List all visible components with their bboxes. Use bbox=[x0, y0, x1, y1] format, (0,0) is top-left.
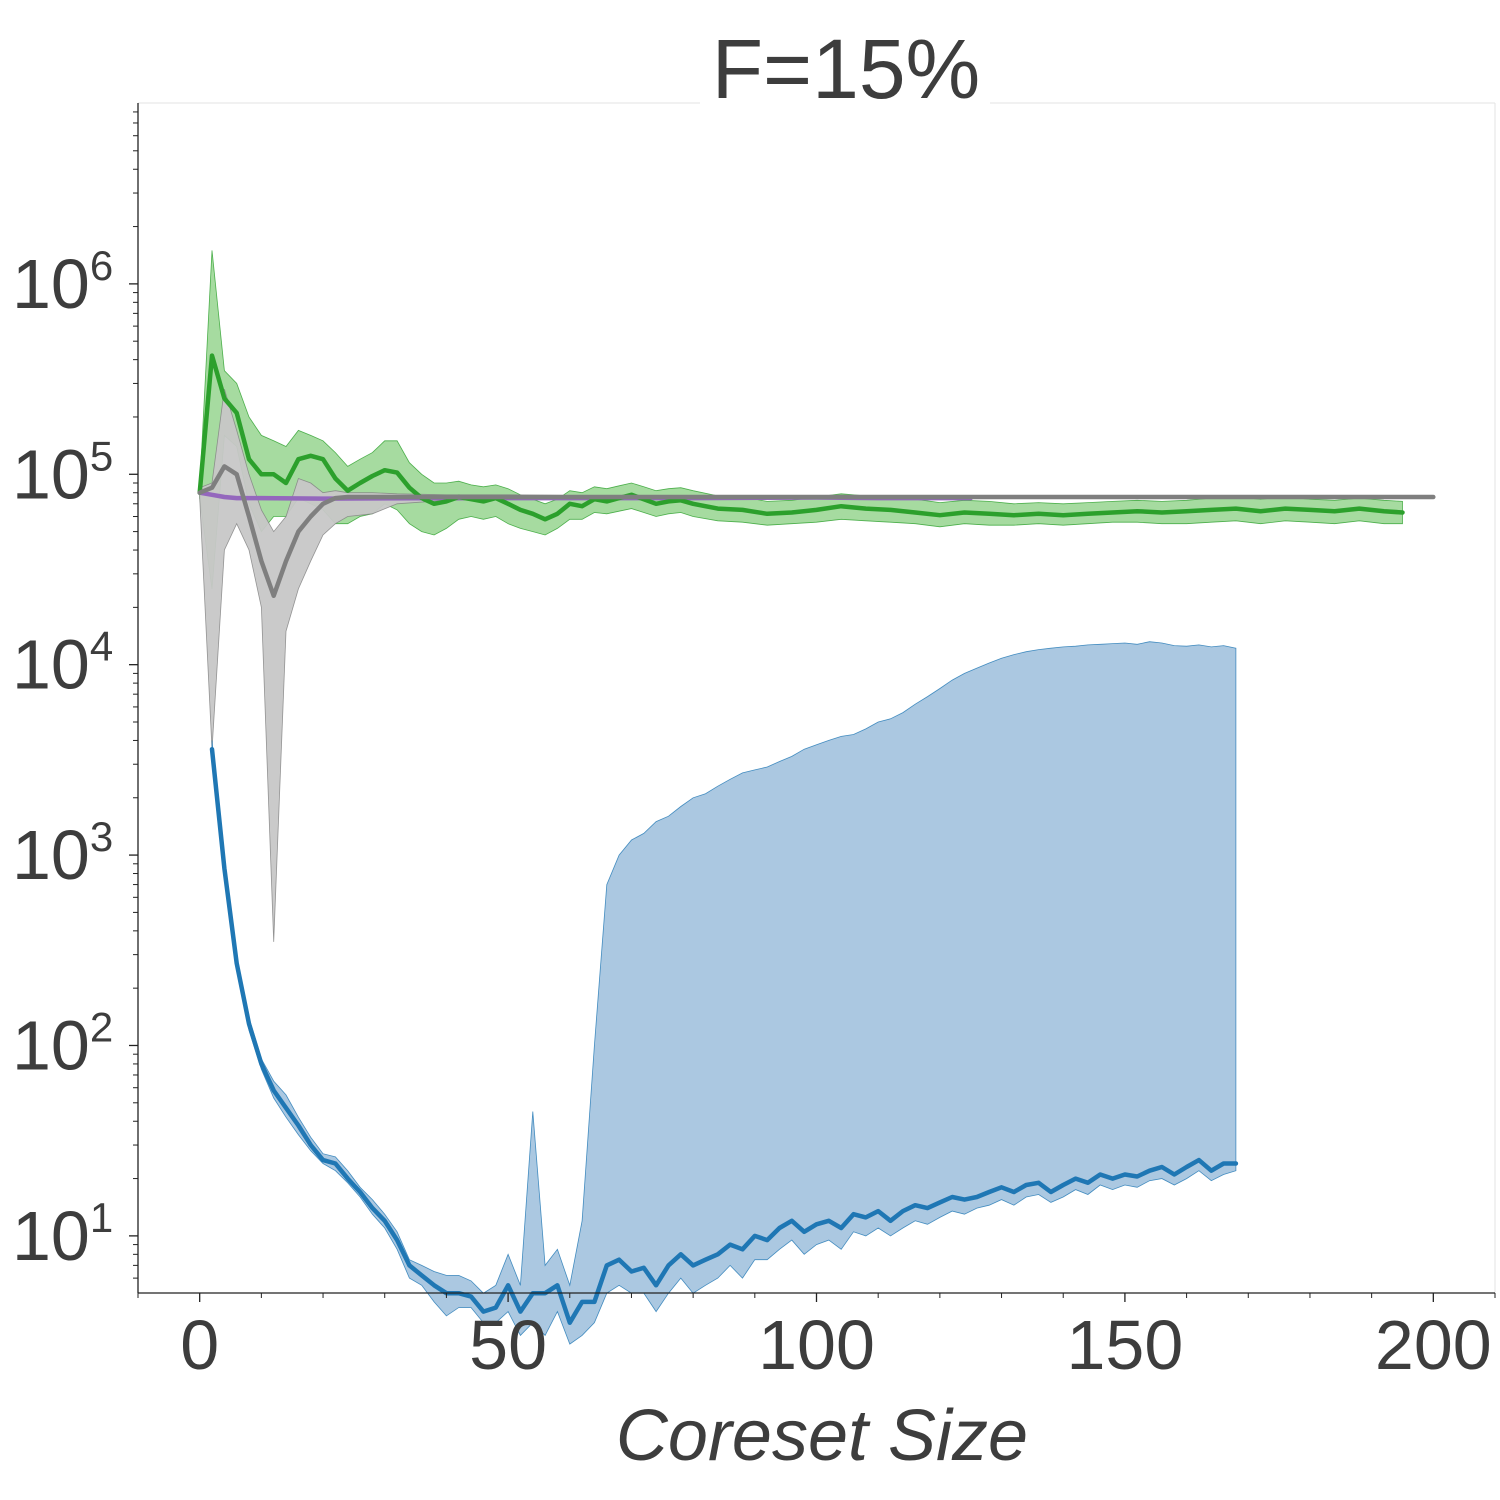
y-tick-exponent: 5 bbox=[90, 432, 113, 479]
y-tick-base: 10 bbox=[12, 626, 90, 704]
series-lines bbox=[197, 353, 1436, 1325]
y-tick-exponent: 2 bbox=[90, 1003, 113, 1050]
y-tick-base: 10 bbox=[12, 1006, 90, 1084]
x-tick-label: 0 bbox=[180, 1306, 219, 1384]
x-ticks: 0 50 100 150 200 bbox=[137, 1293, 1496, 1384]
y-tick-label: 105 bbox=[12, 432, 113, 513]
series-3-line bbox=[197, 464, 1436, 599]
y-tick-label: 101 bbox=[12, 1194, 113, 1275]
series-4-band bbox=[211, 641, 1237, 1345]
x-tick-label: 50 bbox=[469, 1306, 547, 1384]
y-tick-base: 10 bbox=[12, 816, 90, 894]
y-tick-base: 10 bbox=[12, 1197, 90, 1275]
y-tick-label: 102 bbox=[12, 1003, 113, 1084]
y-tick-exponent: 3 bbox=[90, 813, 113, 860]
y-tick-base: 10 bbox=[12, 245, 90, 323]
y-tick-base: 10 bbox=[12, 435, 90, 513]
y-tick-exponent: 1 bbox=[90, 1194, 113, 1241]
x-tick-label: 150 bbox=[1067, 1306, 1184, 1384]
x-tick-label: 200 bbox=[1375, 1306, 1492, 1384]
y-tick-exponent: 4 bbox=[90, 623, 113, 670]
x-axis-title: Coreset Size bbox=[616, 1396, 1028, 1476]
x-tick-label: 100 bbox=[758, 1306, 875, 1384]
series-4-line bbox=[209, 746, 1239, 1325]
series-2-band bbox=[199, 250, 1403, 589]
y-tick-label: 103 bbox=[12, 813, 113, 894]
y-tick-label: 106 bbox=[12, 242, 113, 323]
y-tick-exponent: 6 bbox=[90, 242, 113, 289]
chart-title: F=15% bbox=[712, 22, 981, 116]
title-background bbox=[700, 18, 990, 104]
y-tick-label: 104 bbox=[12, 623, 113, 704]
